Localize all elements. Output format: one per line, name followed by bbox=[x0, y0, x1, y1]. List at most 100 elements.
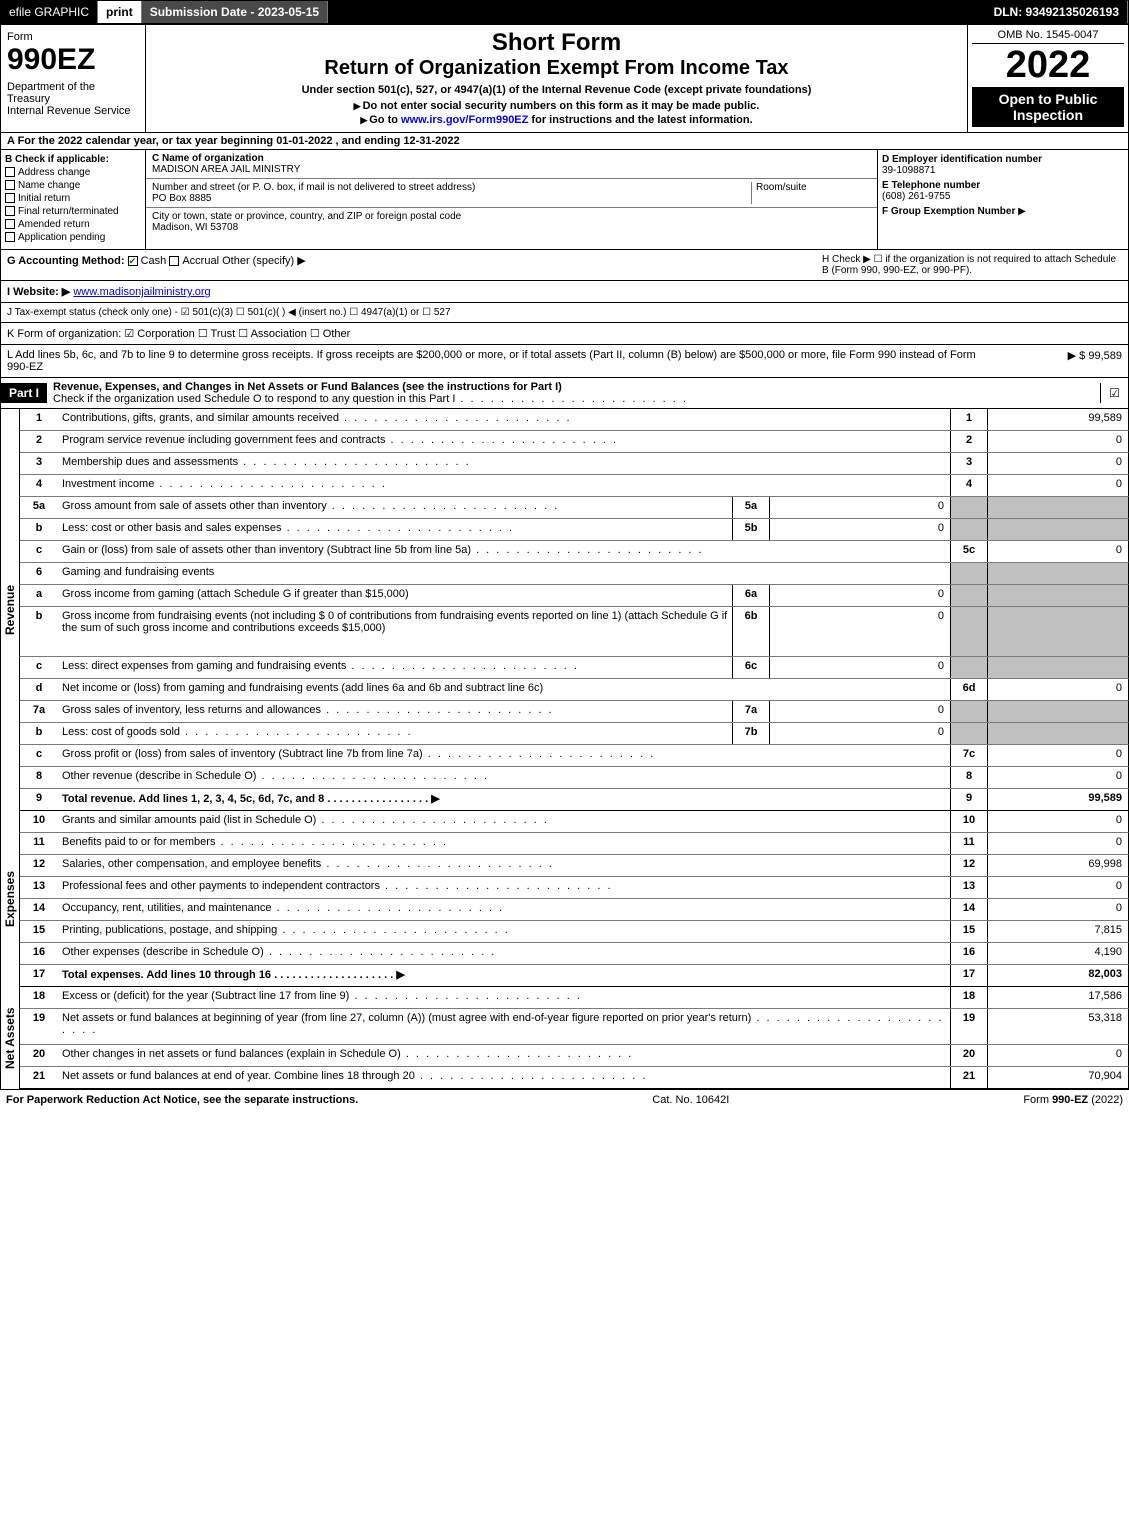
dln-label: DLN: 93492135026193 bbox=[986, 1, 1128, 23]
footer-left: For Paperwork Reduction Act Notice, see … bbox=[6, 1094, 358, 1106]
print-button[interactable]: print bbox=[98, 1, 142, 23]
cb-accrual[interactable] bbox=[169, 256, 179, 266]
net-assets-rotated-label: Net Assets bbox=[0, 987, 19, 1089]
ein-value: 39-1098871 bbox=[882, 165, 935, 176]
block-b-title: B Check if applicable: bbox=[5, 154, 141, 165]
telephone-value: (608) 261-9755 bbox=[882, 191, 950, 202]
department-label: Department of the Treasury Internal Reve… bbox=[7, 81, 139, 117]
line-6d: dNet income or (loss) from gaming and fu… bbox=[19, 679, 1129, 701]
efile-label: efile GRAPHIC bbox=[1, 1, 98, 23]
line-17: 17Total expenses. Add lines 10 through 1… bbox=[19, 965, 1129, 987]
line-1: 1Contributions, gifts, grants, and simil… bbox=[19, 409, 1129, 431]
cb-final-return[interactable]: Final return/terminated bbox=[5, 206, 141, 217]
line-13: 13Professional fees and other payments t… bbox=[19, 877, 1129, 899]
line-6b: bGross income from fundraising events (n… bbox=[19, 607, 1129, 657]
net-assets-group: Net Assets 18Excess or (deficit) for the… bbox=[0, 987, 1129, 1089]
line-15: 15Printing, publications, postage, and s… bbox=[19, 921, 1129, 943]
line-16: 16Other expenses (describe in Schedule O… bbox=[19, 943, 1129, 965]
street-label: Number and street (or P. O. box, if mail… bbox=[152, 182, 475, 193]
city-row: City or town, state or province, country… bbox=[146, 208, 877, 236]
return-title: Return of Organization Exempt From Incom… bbox=[154, 57, 959, 80]
line-11: 11Benefits paid to or for members110 bbox=[19, 833, 1129, 855]
line-6c: cLess: direct expenses from gaming and f… bbox=[19, 657, 1129, 679]
line-6: 6Gaming and fundraising events bbox=[19, 563, 1129, 585]
form-header: Form 990EZ Department of the Treasury In… bbox=[0, 24, 1129, 133]
header-left: Form 990EZ Department of the Treasury In… bbox=[1, 25, 146, 132]
telephone-label: E Telephone number bbox=[882, 180, 980, 191]
submission-date: Submission Date - 2023-05-15 bbox=[142, 1, 328, 23]
row-j-tax-exempt: J Tax-exempt status (check only one) - ☑… bbox=[0, 303, 1129, 323]
arrow-icon: ▶ bbox=[1018, 206, 1026, 217]
org-name-row: C Name of organization MADISON AREA JAIL… bbox=[146, 150, 877, 179]
revenue-rotated-label: Revenue bbox=[0, 409, 19, 811]
cb-initial-return[interactable]: Initial return bbox=[5, 193, 141, 204]
org-name-value: MADISON AREA JAIL MINISTRY bbox=[152, 164, 300, 175]
open-public-inspection: Open to Public Inspection bbox=[972, 87, 1124, 127]
goto-instruction: Go to www.irs.gov/Form990EZ for instruct… bbox=[154, 114, 959, 126]
line-7c: cGross profit or (loss) from sales of in… bbox=[19, 745, 1129, 767]
cb-name-change[interactable]: Name change bbox=[5, 180, 141, 191]
line-4: 4Investment income40 bbox=[19, 475, 1129, 497]
website-link[interactable]: www.madisonjailministry.org bbox=[73, 286, 210, 298]
street-row: Number and street (or P. O. box, if mail… bbox=[146, 179, 877, 208]
other-specify: Other (specify) ▶ bbox=[222, 255, 306, 267]
line-3: 3Membership dues and assessments30 bbox=[19, 453, 1129, 475]
room-label: Room/suite bbox=[756, 182, 807, 193]
part-1-header: Part I Revenue, Expenses, and Changes in… bbox=[0, 378, 1129, 409]
tax-year: 2022 bbox=[972, 44, 1124, 87]
line-18: 18Excess or (deficit) for the year (Subt… bbox=[19, 987, 1129, 1009]
part-1-check[interactable]: ☑ bbox=[1100, 383, 1128, 403]
line-12: 12Salaries, other compensation, and empl… bbox=[19, 855, 1129, 877]
row-l-text: L Add lines 5b, 6c, and 7b to line 9 to … bbox=[7, 349, 982, 373]
accounting-method-label: G Accounting Method: bbox=[7, 255, 125, 267]
line-5b: bLess: cost or other basis and sales exp… bbox=[19, 519, 1129, 541]
line-19: 19Net assets or fund balances at beginni… bbox=[19, 1009, 1129, 1045]
omb-number: OMB No. 1545-0047 bbox=[972, 29, 1124, 44]
line-9: 9Total revenue. Add lines 1, 2, 3, 4, 5c… bbox=[19, 789, 1129, 811]
website-label: I Website: ▶ bbox=[7, 286, 70, 298]
org-name-label: C Name of organization bbox=[152, 153, 264, 164]
line-5c: cGain or (loss) from sale of assets othe… bbox=[19, 541, 1129, 563]
cb-application-pending[interactable]: Application pending bbox=[5, 232, 141, 243]
row-l-value: ▶ $ 99,589 bbox=[982, 349, 1122, 373]
line-21: 21Net assets or fund balances at end of … bbox=[19, 1067, 1129, 1089]
line-8: 8Other revenue (describe in Schedule O)8… bbox=[19, 767, 1129, 789]
city-value: Madison, WI 53708 bbox=[152, 222, 238, 233]
cb-amended-return[interactable]: Amended return bbox=[5, 219, 141, 230]
irs-link[interactable]: www.irs.gov/Form990EZ bbox=[401, 114, 528, 126]
revenue-group: Revenue 1Contributions, gifts, grants, a… bbox=[0, 409, 1129, 811]
cb-cash[interactable] bbox=[128, 256, 138, 266]
footer-catalog: Cat. No. 10642I bbox=[652, 1094, 729, 1106]
part-1-title: Revenue, Expenses, and Changes in Net As… bbox=[47, 378, 1100, 408]
line-7a: 7aGross sales of inventory, less returns… bbox=[19, 701, 1129, 723]
row-a-calendar-year: A For the 2022 calendar year, or tax yea… bbox=[0, 133, 1129, 150]
line-10: 10Grants and similar amounts paid (list … bbox=[19, 811, 1129, 833]
under-section: Under section 501(c), 527, or 4947(a)(1)… bbox=[154, 84, 959, 96]
row-g-h: G Accounting Method: Cash Accrual Other … bbox=[0, 250, 1129, 281]
group-exemption-label: F Group Exemption Number bbox=[882, 206, 1015, 217]
form-label: Form bbox=[7, 31, 139, 43]
cb-address-change[interactable]: Address change bbox=[5, 167, 141, 178]
header-center: Short Form Return of Organization Exempt… bbox=[146, 25, 968, 132]
block-c-org-info: C Name of organization MADISON AREA JAIL… bbox=[146, 150, 878, 249]
line-2: 2Program service revenue including gover… bbox=[19, 431, 1129, 453]
expenses-group: Expenses 10Grants and similar amounts pa… bbox=[0, 811, 1129, 987]
top-bar: efile GRAPHIC print Submission Date - 20… bbox=[0, 0, 1129, 24]
row-h-schedule-b: H Check ▶ ☐ if the organization is not r… bbox=[822, 254, 1122, 276]
street-value: PO Box 8885 bbox=[152, 193, 211, 204]
page-footer: For Paperwork Reduction Act Notice, see … bbox=[0, 1089, 1129, 1110]
no-ssn-instruction: Do not enter social security numbers on … bbox=[154, 100, 959, 112]
short-form-title: Short Form bbox=[154, 29, 959, 57]
block-d-ein-phone: D Employer identification number 39-1098… bbox=[878, 150, 1128, 249]
form-number: 990EZ bbox=[7, 43, 139, 77]
row-i-website: I Website: ▶ www.madisonjailministry.org bbox=[0, 281, 1129, 303]
ein-label: D Employer identification number bbox=[882, 154, 1042, 165]
footer-form-ref: Form 990-EZ (2022) bbox=[1023, 1094, 1123, 1106]
row-k-form-org: K Form of organization: ☑ Corporation ☐ … bbox=[0, 323, 1129, 345]
identity-block: B Check if applicable: Address change Na… bbox=[0, 150, 1129, 250]
header-right: OMB No. 1545-0047 2022 Open to Public In… bbox=[968, 25, 1128, 132]
row-l-gross-receipts: L Add lines 5b, 6c, and 7b to line 9 to … bbox=[0, 345, 1129, 378]
city-label: City or town, state or province, country… bbox=[152, 211, 461, 222]
line-7b: bLess: cost of goods sold7b0 bbox=[19, 723, 1129, 745]
part-1-label: Part I bbox=[1, 383, 47, 403]
